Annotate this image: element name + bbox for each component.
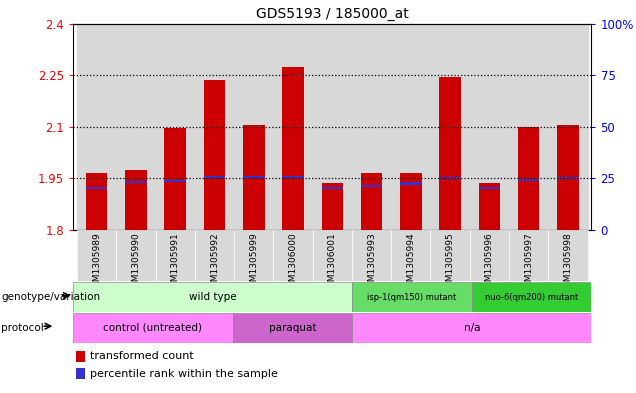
Bar xyxy=(548,230,588,281)
Bar xyxy=(557,177,579,179)
Bar xyxy=(86,187,107,189)
Bar xyxy=(77,24,116,230)
Bar xyxy=(116,230,156,281)
Bar xyxy=(204,176,225,178)
Bar xyxy=(431,24,470,230)
Bar xyxy=(77,230,116,281)
Bar xyxy=(282,176,304,178)
Text: wild type: wild type xyxy=(189,292,237,302)
Bar xyxy=(548,24,588,230)
Title: GDS5193 / 185000_at: GDS5193 / 185000_at xyxy=(256,7,409,21)
Bar xyxy=(439,77,461,230)
Bar xyxy=(313,230,352,281)
Bar xyxy=(478,187,500,189)
Bar xyxy=(234,230,273,281)
Bar xyxy=(400,182,422,184)
Text: control (untreated): control (untreated) xyxy=(104,323,202,333)
Bar xyxy=(273,230,313,281)
Bar xyxy=(282,66,304,230)
Text: GSM1305991: GSM1305991 xyxy=(170,232,180,293)
Text: percentile rank within the sample: percentile rank within the sample xyxy=(90,369,278,379)
Bar xyxy=(439,177,461,179)
Bar xyxy=(361,185,382,187)
Bar xyxy=(156,24,195,230)
Bar xyxy=(195,24,234,230)
Text: paraquat: paraquat xyxy=(268,323,316,333)
Text: GSM1305996: GSM1305996 xyxy=(485,232,494,293)
Bar xyxy=(518,179,539,182)
Bar xyxy=(352,24,391,230)
Bar xyxy=(125,170,147,230)
Bar xyxy=(243,125,265,230)
Text: GSM1305994: GSM1305994 xyxy=(406,232,415,293)
Text: GSM1305990: GSM1305990 xyxy=(132,232,141,293)
Bar xyxy=(243,176,265,178)
Bar xyxy=(470,230,509,281)
Bar xyxy=(470,24,509,230)
Bar xyxy=(322,184,343,230)
Bar xyxy=(352,282,472,312)
Bar xyxy=(86,173,107,230)
Text: GSM1305993: GSM1305993 xyxy=(367,232,376,293)
Bar xyxy=(391,24,431,230)
Bar xyxy=(73,282,352,312)
Text: GSM1305992: GSM1305992 xyxy=(210,232,219,293)
Bar xyxy=(165,129,186,230)
Bar xyxy=(76,368,85,379)
Text: genotype/variation: genotype/variation xyxy=(1,292,100,302)
Bar xyxy=(233,313,352,343)
Bar xyxy=(73,313,233,343)
Bar xyxy=(76,351,85,362)
Bar xyxy=(116,24,156,230)
Text: n/a: n/a xyxy=(464,323,480,333)
Text: GSM1306000: GSM1306000 xyxy=(289,232,298,293)
Bar xyxy=(273,24,313,230)
Text: transformed count: transformed count xyxy=(90,351,194,361)
Text: GSM1305999: GSM1305999 xyxy=(249,232,258,293)
Text: protocol: protocol xyxy=(1,323,44,333)
Text: GSM1305998: GSM1305998 xyxy=(563,232,572,293)
Bar xyxy=(352,230,391,281)
Bar xyxy=(557,125,579,230)
Text: GSM1305989: GSM1305989 xyxy=(92,232,101,293)
Bar xyxy=(391,230,431,281)
Bar xyxy=(400,173,422,230)
Bar xyxy=(518,127,539,230)
Bar xyxy=(322,187,343,189)
Bar xyxy=(125,181,147,183)
Bar xyxy=(165,180,186,182)
Bar xyxy=(431,230,470,281)
Bar xyxy=(472,282,591,312)
Bar xyxy=(195,230,234,281)
Text: GSM1306001: GSM1306001 xyxy=(328,232,337,293)
Bar xyxy=(204,80,225,230)
Bar xyxy=(352,313,591,343)
Bar xyxy=(361,173,382,230)
Bar xyxy=(313,24,352,230)
Bar xyxy=(509,230,548,281)
Bar xyxy=(156,230,195,281)
Bar xyxy=(478,184,500,230)
Text: GSM1305997: GSM1305997 xyxy=(524,232,533,293)
Bar xyxy=(509,24,548,230)
Bar xyxy=(234,24,273,230)
Text: nuo-6(qm200) mutant: nuo-6(qm200) mutant xyxy=(485,293,578,301)
Text: isp-1(qm150) mutant: isp-1(qm150) mutant xyxy=(368,293,457,301)
Text: GSM1305995: GSM1305995 xyxy=(446,232,455,293)
